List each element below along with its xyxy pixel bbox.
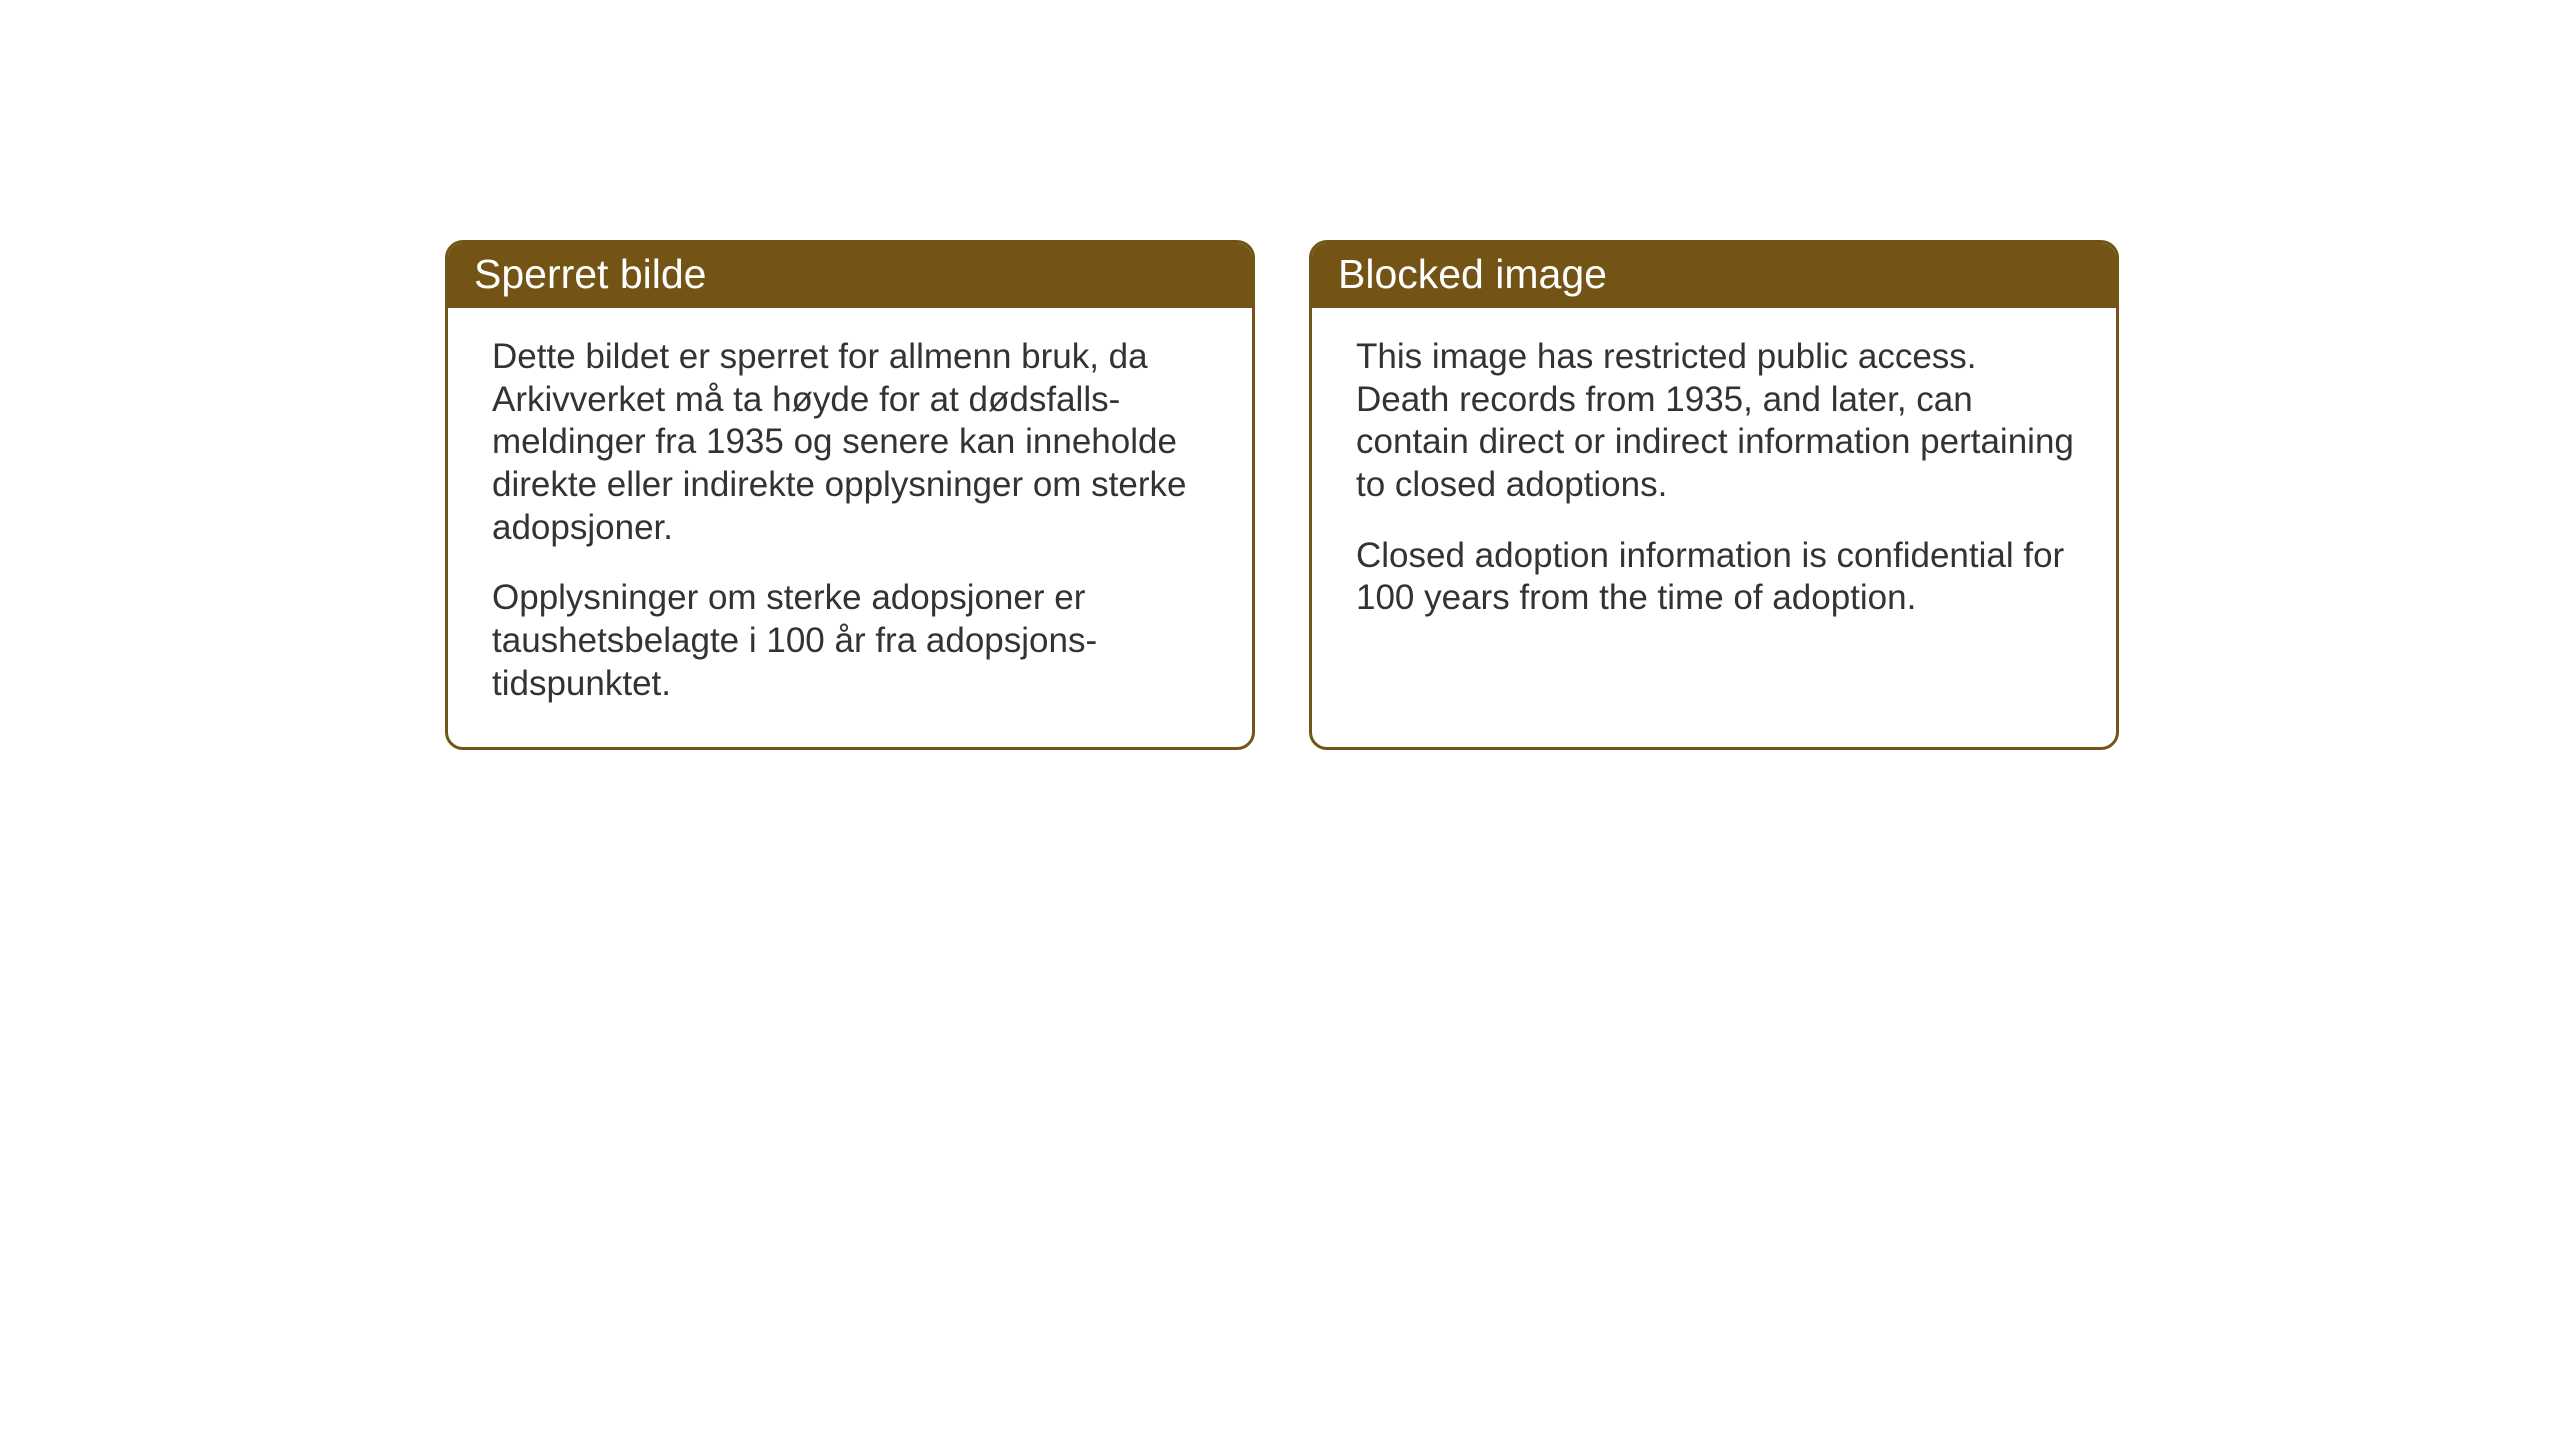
english-card-title: Blocked image xyxy=(1312,243,2116,308)
english-paragraph-1: This image has restricted public access.… xyxy=(1356,336,2076,507)
english-paragraph-2: Closed adoption information is confident… xyxy=(1356,535,2076,620)
norwegian-info-card: Sperret bilde Dette bildet er sperret fo… xyxy=(445,240,1255,750)
cards-container: Sperret bilde Dette bildet er sperret fo… xyxy=(0,0,2560,750)
norwegian-card-body: Dette bildet er sperret for allmenn bruk… xyxy=(448,308,1252,746)
english-info-card: Blocked image This image has restricted … xyxy=(1309,240,2119,750)
norwegian-paragraph-2: Opplysninger om sterke adopsjoner er tau… xyxy=(492,577,1212,705)
norwegian-paragraph-1: Dette bildet er sperret for allmenn bruk… xyxy=(492,336,1212,549)
english-card-body: This image has restricted public access.… xyxy=(1312,308,2116,660)
norwegian-card-title: Sperret bilde xyxy=(448,243,1252,308)
